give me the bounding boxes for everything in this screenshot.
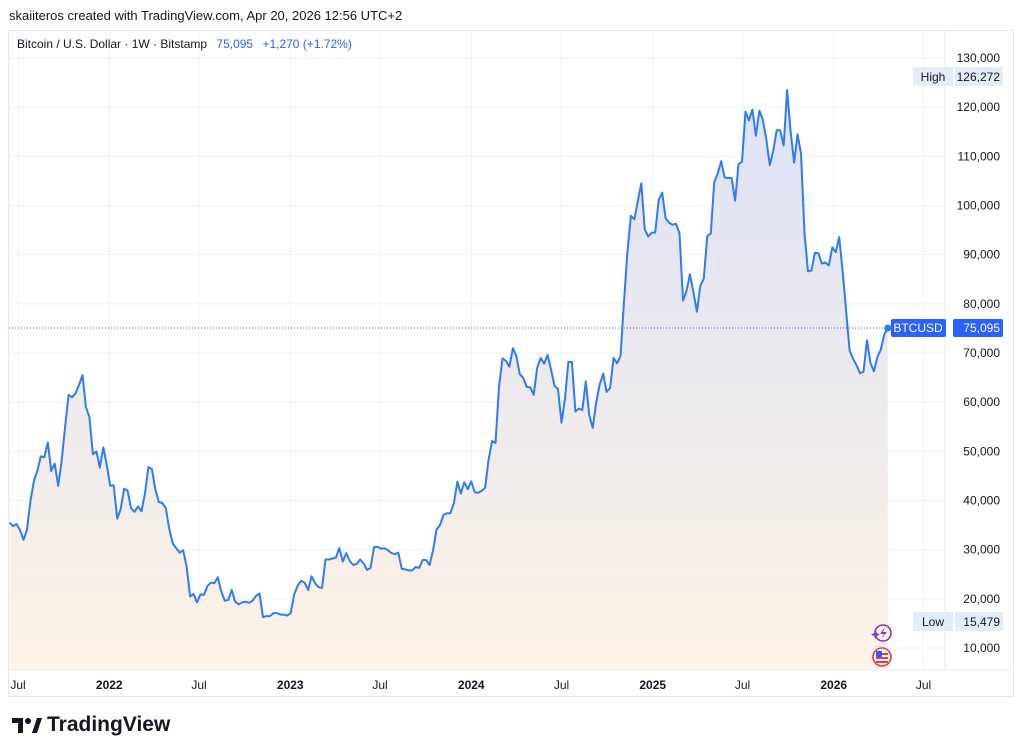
x-tick-label: Jul	[372, 678, 387, 692]
lightning-icon[interactable]	[871, 624, 892, 642]
time-axis[interactable]: Jul 2022 Jul 2023 Jul 2024 Jul 2025 Jul 2026 Jul	[10, 678, 931, 692]
chart-credit: skaiiteros created with TradingView.com,…	[9, 8, 403, 23]
high-value: 126,272	[957, 70, 1001, 84]
y-tick-label: 120,000	[957, 100, 1001, 114]
y-tick-label: 60,000	[963, 395, 1000, 409]
y-tick-label: 20,000	[963, 592, 1000, 606]
y-tick-label: 110,000	[958, 149, 1001, 163]
high-label: High	[921, 70, 946, 84]
us-flag-event-icon[interactable]	[872, 647, 892, 667]
price-line	[8, 89, 889, 619]
y-tick-label: 70,000	[963, 346, 1000, 360]
chart-frame	[8, 30, 1014, 697]
tradingview-logo-text: TradingView	[47, 713, 171, 736]
x-tick-label: 2022	[96, 678, 123, 692]
x-tick-label: Jul	[735, 678, 750, 692]
low-marker: Low 15,479	[913, 612, 1003, 631]
symbol-title: Bitcoin / U.S. Dollar · 1W · Bitstamp	[17, 37, 208, 51]
y-tick-label: 100,000	[957, 199, 1001, 213]
x-tick-label: Jul	[191, 678, 206, 692]
y-tick-label: 80,000	[963, 297, 1000, 311]
tradingview-logo-icon	[12, 718, 42, 733]
y-tick-label: 130,000	[957, 51, 1001, 65]
low-label: Low	[922, 615, 944, 629]
x-tick-label: 2026	[820, 678, 847, 692]
low-value: 15,479	[963, 615, 1000, 629]
x-tick-label: 2024	[458, 678, 485, 692]
ticker-label: BTCUSD	[893, 321, 943, 335]
x-tick-label: Jul	[916, 678, 931, 692]
ticker-marker: BTCUSD 75,095	[891, 319, 1003, 337]
x-tick-label: Jul	[554, 678, 569, 692]
price-change: +1,270 (+1.72%)	[262, 37, 352, 51]
y-tick-label: 90,000	[963, 248, 1000, 262]
last-price: 75,095	[216, 37, 254, 51]
high-marker: High 126,272	[913, 67, 1003, 86]
y-tick-label: 10,000	[963, 641, 1000, 655]
y-tick-label: 50,000	[963, 444, 1000, 458]
price-axis[interactable]: 130,000 120,000 110,000 100,000 90,000 80,000…	[957, 51, 1001, 655]
last-price-dot	[884, 324, 892, 332]
price-area-fill	[9, 90, 888, 670]
y-tick-label: 40,000	[963, 494, 1000, 508]
tradingview-logo[interactable]: TradingView	[12, 713, 170, 737]
y-tick-label: 30,000	[963, 543, 1000, 557]
symbol-legend[interactable]: Bitcoin / U.S. Dollar · 1W · Bitstamp 75…	[17, 37, 352, 51]
x-tick-label: 2023	[277, 678, 304, 692]
x-tick-label: Jul	[10, 678, 25, 692]
ticker-value: 75,095	[963, 321, 1000, 335]
x-tick-label: 2025	[639, 678, 666, 692]
